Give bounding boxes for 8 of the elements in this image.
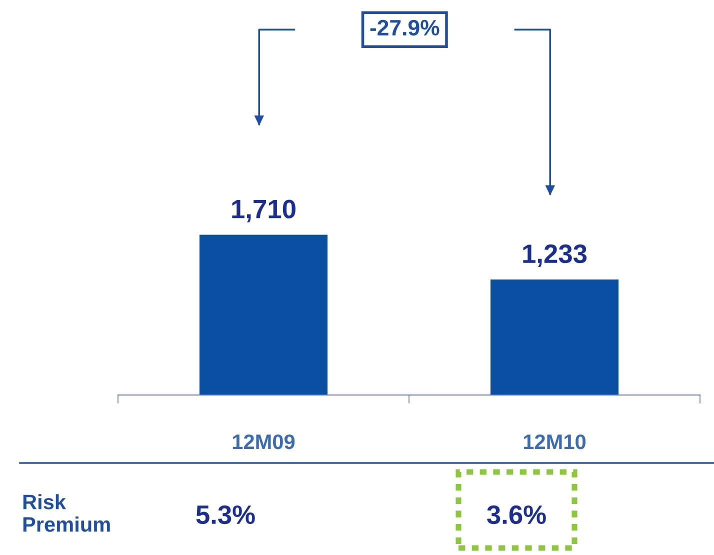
- x-tick-label: 12M10: [524, 434, 586, 450]
- x-tick-label: 12M09: [232, 434, 295, 450]
- data-label: 1,710: [232, 200, 296, 222]
- text: Risk Premium: [23, 494, 110, 532]
- text: -27.9%: [370, 20, 440, 36]
- text: 3.6%: [487, 505, 546, 524]
- data-label: 1,233: [523, 244, 587, 267]
- text: 5.3%: [196, 505, 255, 524]
